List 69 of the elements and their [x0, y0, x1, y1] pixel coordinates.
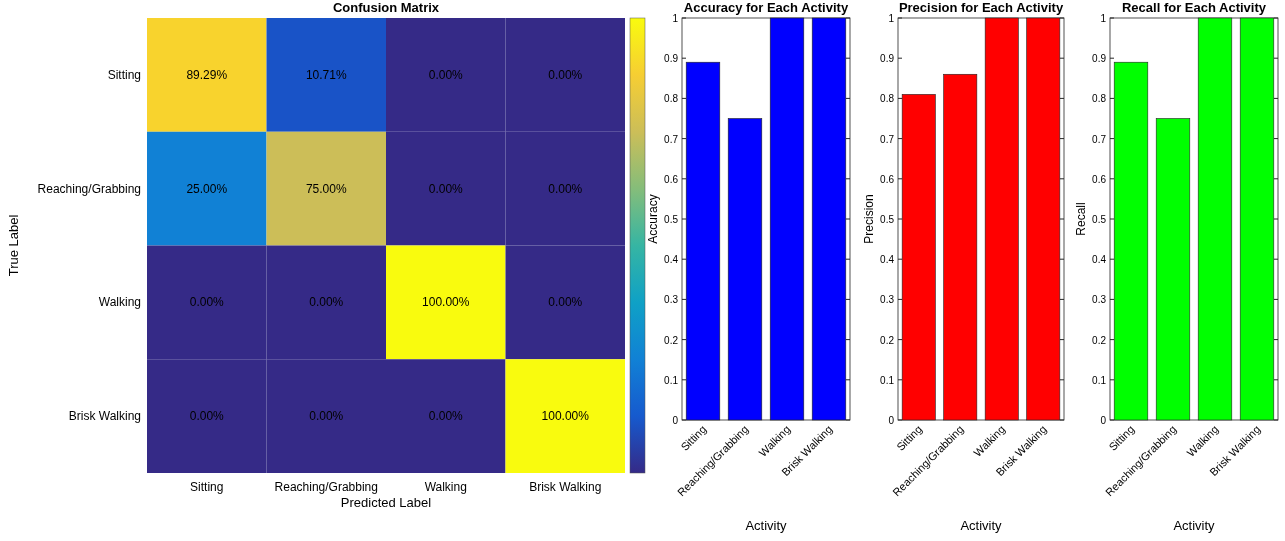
y-tick-label: 0.2	[1092, 334, 1107, 346]
y-tick-label: 0.6	[664, 173, 679, 185]
y-tick-label: 0.6	[1092, 173, 1107, 185]
x-axis-title: Activity	[1173, 518, 1216, 533]
y-tick-label: 0.2	[664, 334, 679, 346]
x-tick-label: Walking	[424, 480, 467, 494]
y-axis-title: Recall	[1074, 202, 1088, 236]
y-tick-label: 0.9	[664, 53, 679, 65]
y-tick-label: 0.3	[1092, 294, 1107, 306]
data-label: 0.00%	[309, 295, 344, 310]
y-tick-label: 0.9	[880, 53, 895, 65]
chart-title: Confusion Matrix	[332, 0, 440, 15]
y-tick-label: Brisk Walking	[68, 409, 141, 424]
y-tick-label: 0.6	[880, 173, 895, 185]
y-axis-title: Precision	[862, 194, 876, 244]
y-tick-label: 1	[672, 13, 679, 24]
data-label: 0.00%	[189, 295, 225, 310]
y-tick-label: 0.3	[664, 294, 679, 306]
y-tick-label: Reaching/Grabbing	[37, 181, 141, 196]
x-tick-label: Reaching/Grabbing	[274, 480, 378, 494]
data-label: 0.00%	[548, 295, 583, 310]
y-tick-label: 0.4	[1092, 254, 1107, 266]
data-label: 0.00%	[428, 181, 464, 196]
y-tick-label: 0.1	[1092, 374, 1107, 386]
data-label: 0.00%	[189, 409, 225, 424]
y-tick-label: Sitting	[107, 67, 141, 82]
y-tick-label: 0.7	[664, 133, 679, 145]
y-tick-label: 0.9	[1092, 53, 1107, 65]
chart-title: Accuracy for Each Activity	[683, 0, 849, 15]
data-label: 25.00%	[186, 181, 228, 196]
data-label: 0.00%	[548, 181, 583, 196]
y-tick-label: 0.3	[880, 294, 895, 306]
y-tick-label: 0.7	[1092, 133, 1107, 145]
y-tick-label: 0.5	[1092, 214, 1107, 225]
y-axis-title: Accuracy	[646, 194, 660, 244]
data-label: 0.00%	[428, 67, 464, 82]
y-tick-label: 0	[888, 415, 895, 426]
y-tick-label: 0	[672, 415, 679, 426]
data-label: 0.00%	[309, 409, 344, 424]
data-label: 10.71%	[305, 67, 347, 82]
x-axis-title: Activity	[745, 518, 788, 533]
x-tick-label: Brisk Walking	[529, 480, 602, 494]
y-tick-label: 0.8	[664, 93, 679, 105]
x-axis-title: Predicted Label	[340, 495, 432, 510]
data-label: 89.29%	[186, 67, 228, 82]
data-label: 0.00%	[428, 409, 464, 424]
y-tick-label: 0.1	[880, 374, 895, 386]
y-tick-label: 1	[1100, 13, 1107, 24]
y-tick-label: Walking	[98, 295, 141, 310]
y-tick-label: 0.5	[880, 214, 895, 225]
y-tick-label: 0.7	[880, 133, 895, 145]
y-tick-label: 0.4	[880, 254, 895, 266]
chart-title: Precision for Each Activity	[898, 0, 1064, 15]
y-tick-label: 0.8	[1092, 93, 1107, 105]
data-label: 0.00%	[548, 67, 583, 82]
y-tick-label: 0	[1100, 415, 1107, 426]
y-tick-label: 0.8	[880, 93, 895, 105]
y-tick-label: 0.5	[664, 214, 679, 225]
y-tick-label: 0.1	[664, 374, 679, 386]
data-label: 100.00%	[422, 295, 470, 310]
x-tick-label: Sitting	[190, 480, 224, 494]
x-axis-title: Activity	[960, 518, 1003, 533]
y-axis-title: True Label	[6, 214, 21, 277]
data-label: 100.00%	[541, 409, 590, 424]
y-tick-label: 0.4	[664, 254, 679, 266]
y-tick-label: 0.2	[880, 334, 895, 346]
y-tick-label: 1	[888, 13, 895, 24]
data-label: 75.00%	[305, 181, 347, 196]
chart-title: Recall for Each Activity	[1121, 0, 1267, 15]
